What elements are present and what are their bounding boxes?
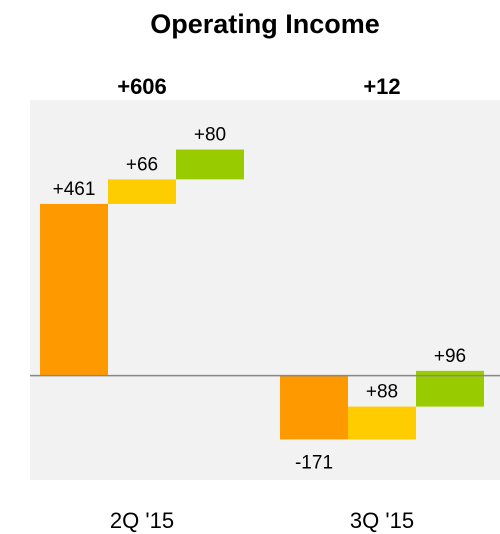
- total-label: +606: [117, 74, 167, 99]
- bar: [416, 370, 484, 407]
- value-label: +80: [194, 125, 226, 146]
- value-label: +66: [126, 154, 158, 175]
- bar: [280, 375, 348, 440]
- value-label: +88: [366, 382, 398, 403]
- bar: [108, 179, 176, 204]
- bar: [176, 149, 244, 180]
- value-label: +96: [434, 346, 466, 367]
- category-label: 2Q '15: [110, 508, 174, 533]
- value-label: -171: [295, 452, 333, 473]
- value-label: +461: [53, 179, 96, 200]
- chart-title: Operating Income: [150, 9, 380, 39]
- category-label: 3Q '15: [350, 508, 414, 533]
- total-label: +12: [363, 74, 400, 99]
- plot-background: [30, 100, 500, 480]
- bar: [40, 203, 108, 376]
- bar: [348, 406, 416, 440]
